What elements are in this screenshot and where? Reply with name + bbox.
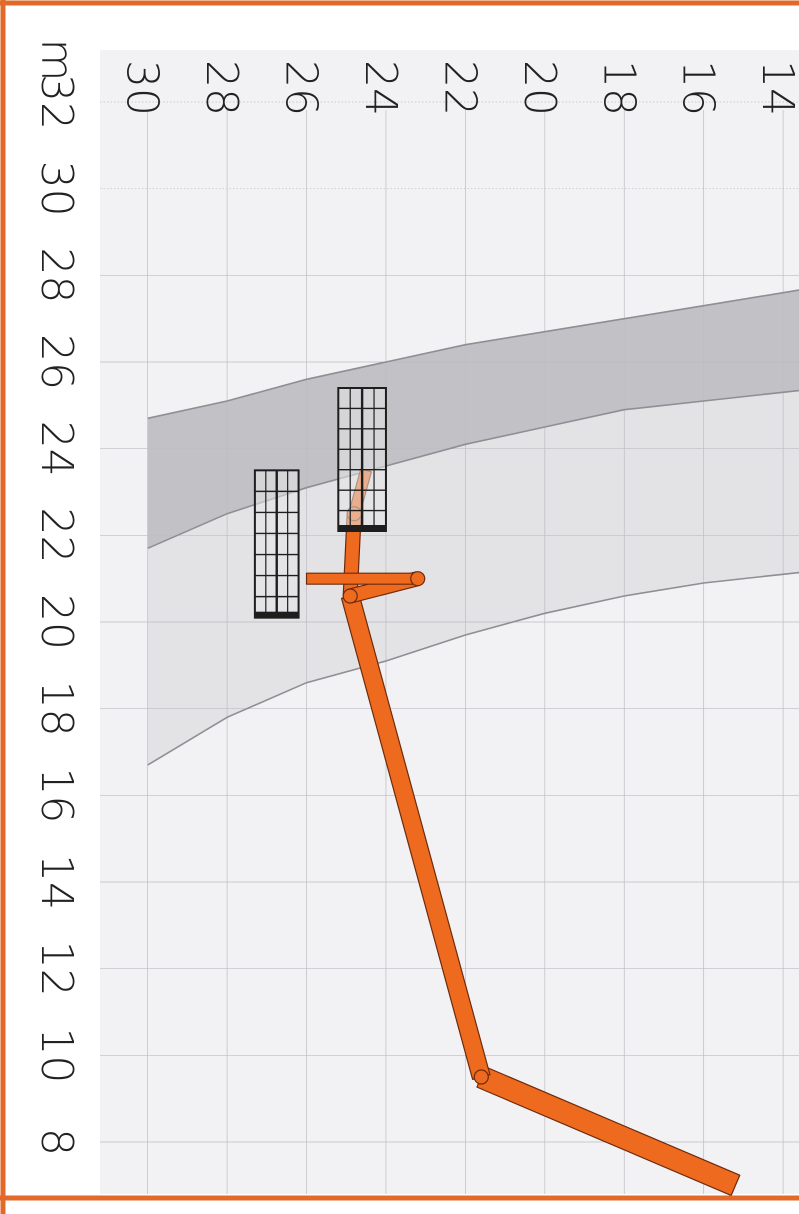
height-tick-label: 22 — [434, 60, 485, 116]
envelope-inner-band — [147, 290, 799, 549]
height-tick-label: 16 — [673, 60, 724, 116]
height-axis-unit-label: m — [31, 39, 82, 82]
boom-joint-4 — [410, 571, 426, 587]
height-tick-label: 30 — [117, 60, 168, 116]
outreach-tick-label: 20 — [31, 594, 82, 650]
outreach-tick-label: 30 — [31, 161, 82, 217]
outreach-tick-label: 32 — [31, 74, 82, 130]
height-tick-label: 14 — [752, 60, 799, 116]
outreach-tick-label: 8 — [31, 1128, 82, 1156]
height-tick-label: 28 — [196, 60, 247, 116]
height-tick-label: 20 — [514, 60, 565, 116]
plot-area — [100, 50, 799, 1197]
axis-labels: m 30 28 26 24 22 20 18 16 14 32 30 28 26 24 22 20 18 16 14… — [31, 39, 799, 1156]
boom-jib-lower-head — [305, 572, 419, 585]
height-tick-label: 24 — [355, 60, 406, 116]
outreach-tick-label: 26 — [31, 334, 82, 390]
height-tick-label: 26 — [276, 60, 327, 116]
height-tick-label: 18 — [593, 60, 644, 116]
outreach-tick-label: 10 — [31, 1027, 82, 1083]
envelope-inner-upper-line — [147, 289, 799, 420]
outreach-tick-label: 12 — [31, 941, 82, 997]
boom-joint-1 — [473, 1069, 489, 1085]
outreach-tick-label: 16 — [31, 767, 82, 823]
outreach-tick-label: 22 — [31, 507, 82, 563]
platform-basket-2 — [253, 469, 300, 619]
platform-basket-1 — [337, 387, 387, 532]
boom-lower-arm — [476, 1066, 741, 1197]
outreach-tick-label: 18 — [31, 681, 82, 737]
boom-joint-2 — [342, 588, 358, 604]
outreach-tick-label: 28 — [31, 247, 82, 303]
basket-floor — [254, 611, 299, 618]
basket-floor — [338, 525, 386, 531]
envelope-outer-boundary-line — [147, 571, 799, 766]
outreach-tick-label: 24 — [31, 421, 82, 477]
outreach-tick-label: 14 — [31, 854, 82, 910]
